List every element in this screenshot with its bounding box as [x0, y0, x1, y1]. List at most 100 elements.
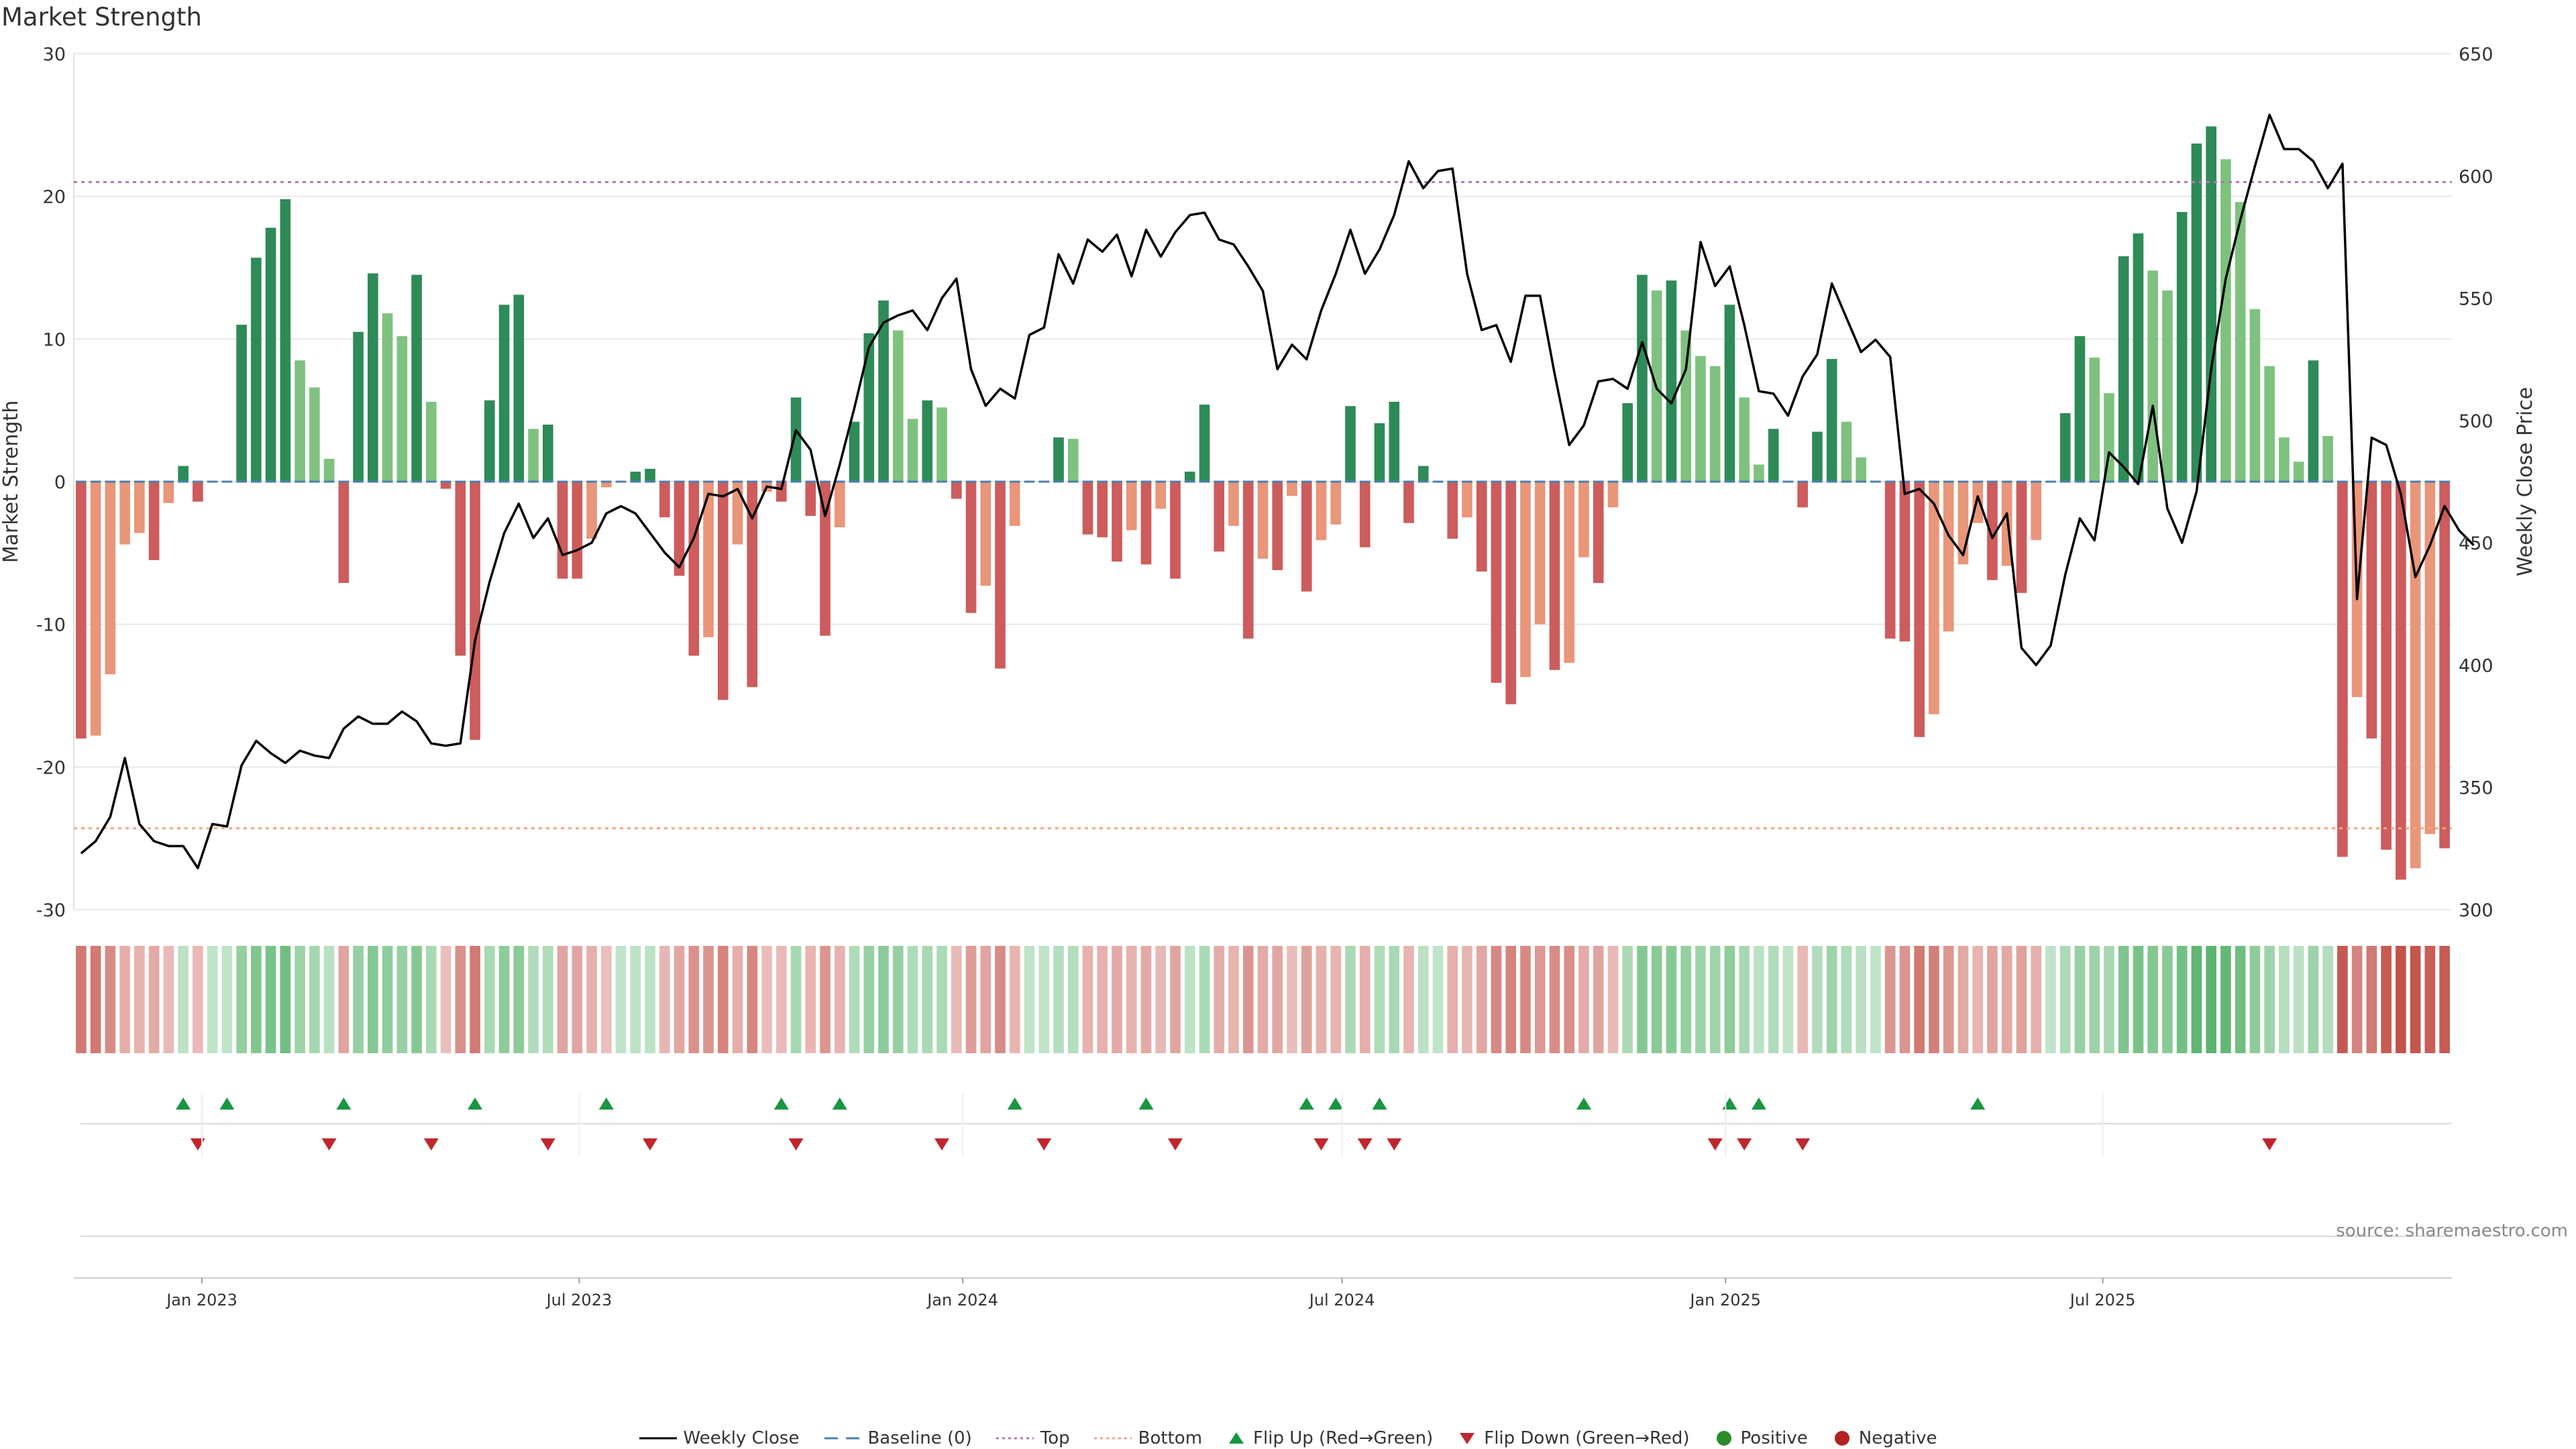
- axes: -30 -20 -10 0 10 20 30 300 350 400 450 500 550 600 650…: [0, 44, 2537, 921]
- strength-bar: [294, 360, 305, 482]
- heat-cell: [178, 946, 189, 1053]
- strength-bar: [834, 482, 845, 528]
- heat-cell: [2439, 946, 2450, 1053]
- strength-bar: [1739, 397, 1750, 482]
- heat-cell: [426, 946, 437, 1053]
- strength-bar: [2279, 437, 2290, 482]
- strength-bar: [1695, 356, 1706, 482]
- strength-bar: [455, 482, 466, 656]
- y2-tick-label: 400: [2459, 655, 2493, 676]
- strength-bar: [1768, 429, 1779, 482]
- heat-cell: [1826, 946, 1837, 1053]
- flip-down-marker: [1036, 1138, 1052, 1150]
- strength-bar: [586, 482, 597, 539]
- strength-bar: [1053, 437, 1064, 482]
- heat-cell: [2366, 946, 2377, 1053]
- heat-cell: [1097, 946, 1108, 1053]
- strength-bar: [1884, 482, 1896, 639]
- heat-cell: [2308, 946, 2319, 1053]
- flip-up-marker: [1722, 1097, 1737, 1110]
- strength-bar: [1622, 403, 1633, 482]
- strength-bar: [193, 482, 203, 502]
- strength-bar: [1972, 482, 1984, 523]
- heat-cell: [513, 946, 525, 1053]
- heat-cell: [2016, 946, 2027, 1053]
- strength-bar: [688, 482, 700, 656]
- heat-cell: [1899, 946, 1911, 1053]
- strength-bar: [980, 482, 991, 586]
- strength-bar: [426, 401, 437, 482]
- legend-swatch-bottom: [1093, 1437, 1132, 1440]
- heat-cell: [951, 946, 962, 1053]
- strength-bar: [849, 421, 860, 482]
- flip-down-marker: [788, 1138, 804, 1150]
- heat-cell: [2220, 946, 2231, 1053]
- legend-item-top: Top: [996, 1428, 1070, 1448]
- heat-cell: [1301, 946, 1312, 1053]
- heat-cell: [2118, 946, 2129, 1053]
- strength-bar: [1257, 482, 1269, 559]
- heat-cell: [251, 946, 262, 1053]
- flip-down-marker: [1795, 1138, 1811, 1150]
- heat-cell: [411, 946, 422, 1053]
- heat-cell: [1622, 946, 1633, 1053]
- strength-bar: [2249, 309, 2261, 482]
- heat-cell: [1009, 946, 1020, 1053]
- heat-cell: [236, 946, 247, 1053]
- strength-bar: [2293, 462, 2304, 482]
- strength-bar: [265, 227, 276, 482]
- strength-bar: [1272, 482, 1283, 570]
- strength-bar: [119, 482, 130, 545]
- heat-cell: [323, 946, 335, 1053]
- heat-cell: [1447, 946, 1458, 1053]
- strength-bar: [600, 482, 612, 488]
- strength-bar: [1082, 482, 1093, 535]
- strength-bar: [2337, 482, 2348, 857]
- strength-bar: [280, 199, 291, 482]
- strength-bar: [1841, 421, 1852, 482]
- heat-cell: [1637, 946, 1648, 1053]
- strength-bar: [2381, 482, 2392, 850]
- strength-bar: [411, 274, 422, 482]
- heat-cell: [2249, 946, 2261, 1053]
- strength-bar: [1564, 482, 1575, 663]
- heat-cell: [717, 946, 729, 1053]
- heat-cell: [980, 946, 991, 1053]
- strength-bar: [236, 325, 247, 482]
- heat-cell: [148, 946, 160, 1053]
- heat-cell: [732, 946, 743, 1053]
- heat-cell: [645, 946, 655, 1053]
- heat-cell: [834, 946, 845, 1053]
- weekly-close-series: [80, 113, 2475, 869]
- heat-cell: [1972, 946, 1984, 1053]
- heat-cell: [1491, 946, 1502, 1053]
- flip-down-marker: [1387, 1138, 1402, 1150]
- strength-bar: [105, 482, 116, 675]
- heat-cell: [2133, 946, 2144, 1053]
- heat-cell: [1432, 946, 1444, 1053]
- strength-bar: [1826, 359, 1837, 482]
- heat-cell: [368, 946, 378, 1053]
- strength-bar: [1374, 423, 1385, 482]
- heat-cell: [965, 946, 977, 1053]
- strength-bar: [892, 330, 904, 482]
- strength-bar: [2220, 159, 2231, 482]
- strength-bar: [353, 331, 364, 482]
- strength-bar: [542, 424, 553, 482]
- heat-cell: [2162, 946, 2173, 1053]
- legend-swatch-negative: [1834, 1431, 1849, 1446]
- strength-bar: [1520, 482, 1531, 678]
- strength-bar: [1549, 482, 1560, 670]
- x-tick-label: Jul 2024: [1308, 1291, 1375, 1309]
- heat-cell: [221, 946, 233, 1053]
- heat-cell: [2206, 946, 2216, 1053]
- heat-cell: [878, 946, 889, 1053]
- strength-bar: [148, 482, 160, 560]
- heat-cell: [1607, 946, 1619, 1053]
- strength-bar: [1242, 482, 1254, 639]
- flip-down-marker: [190, 1138, 205, 1150]
- heat-cell: [1856, 946, 1867, 1053]
- strength-bar: [2235, 202, 2246, 482]
- strength-bar: [1797, 482, 1809, 508]
- heat-cell: [907, 946, 918, 1053]
